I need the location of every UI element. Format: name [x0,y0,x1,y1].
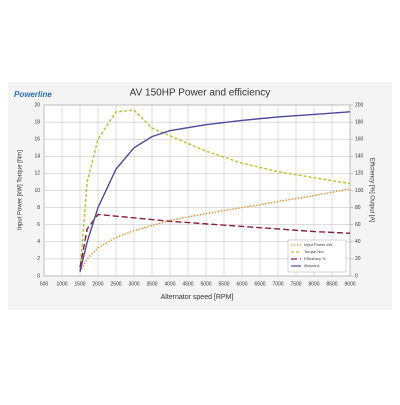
x-tick-label: 6000 [236,281,247,287]
x-axis-label: Alternator speed [RPM] [161,294,234,301]
y2-tick-label: 60 [355,222,361,228]
y-tick-label: 18 [34,119,40,125]
y2-tick-label: 100 [355,188,364,194]
x-tick-label: 5000 [200,281,211,287]
x-tick-label: 3000 [128,281,139,287]
y-tick-label: 14 [34,154,40,160]
y2-tick-label: 140 [355,154,364,160]
x-tick-label: 6500 [254,281,265,287]
y-tick-label: 12 [34,171,40,177]
chart-title: AV 150HP Power and efficiency [130,88,271,99]
y-tick-label: 2 [37,256,40,262]
x-tick-label: 2000 [92,281,103,287]
x-tick-label: 7500 [290,281,301,287]
x-tick-label: 1500 [74,281,85,287]
y-tick-label: 0 [37,273,40,279]
legend-label: Torque Nm [304,249,324,254]
y-tick-label: 16 [34,137,40,143]
x-tick-label: 2500 [110,281,121,287]
y2-tick-label: 120 [355,171,364,177]
x-tick-label: 4500 [182,281,193,287]
x-tick-label: 8000 [308,281,319,287]
y2-tick-label: 200 [355,102,364,108]
y-tick-label: 20 [34,102,40,108]
y2-tick-label: 0 [355,273,358,279]
x-tick-label: 500 [40,281,49,287]
y-tick-label: 6 [37,222,40,228]
series-line [79,213,351,268]
legend-label: Efficiency % [304,256,326,261]
y-axis-label: Input Power [kW] Torque [Nm] [18,150,24,230]
y2-tick-label: 160 [355,137,364,143]
x-tick-label: 5500 [218,281,229,287]
logo: Powerline [14,90,52,99]
y-tick-label: 8 [37,205,40,211]
series-line [79,188,351,273]
series-line [79,111,351,272]
y2-tick-label: 40 [355,239,361,245]
x-tick-label: 1000 [56,281,67,287]
y-tick-label: 10 [34,188,40,194]
y2-axis-label: Efficiency [%] Output [A] [368,158,374,223]
legend-label: Input Power kW [304,242,332,247]
series-line [79,109,351,272]
y2-tick-label: 20 [355,256,361,262]
x-tick-label: 4000 [164,281,175,287]
x-tick-label: 8500 [326,281,337,287]
legend-label: Output A [304,263,320,268]
x-tick-label: 3500 [146,281,157,287]
y2-tick-label: 180 [355,119,364,125]
y-tick-label: 4 [37,239,40,245]
y2-tick-label: 80 [355,205,361,211]
x-tick-label: 7000 [272,281,283,287]
x-tick-label: 9000 [344,281,355,287]
